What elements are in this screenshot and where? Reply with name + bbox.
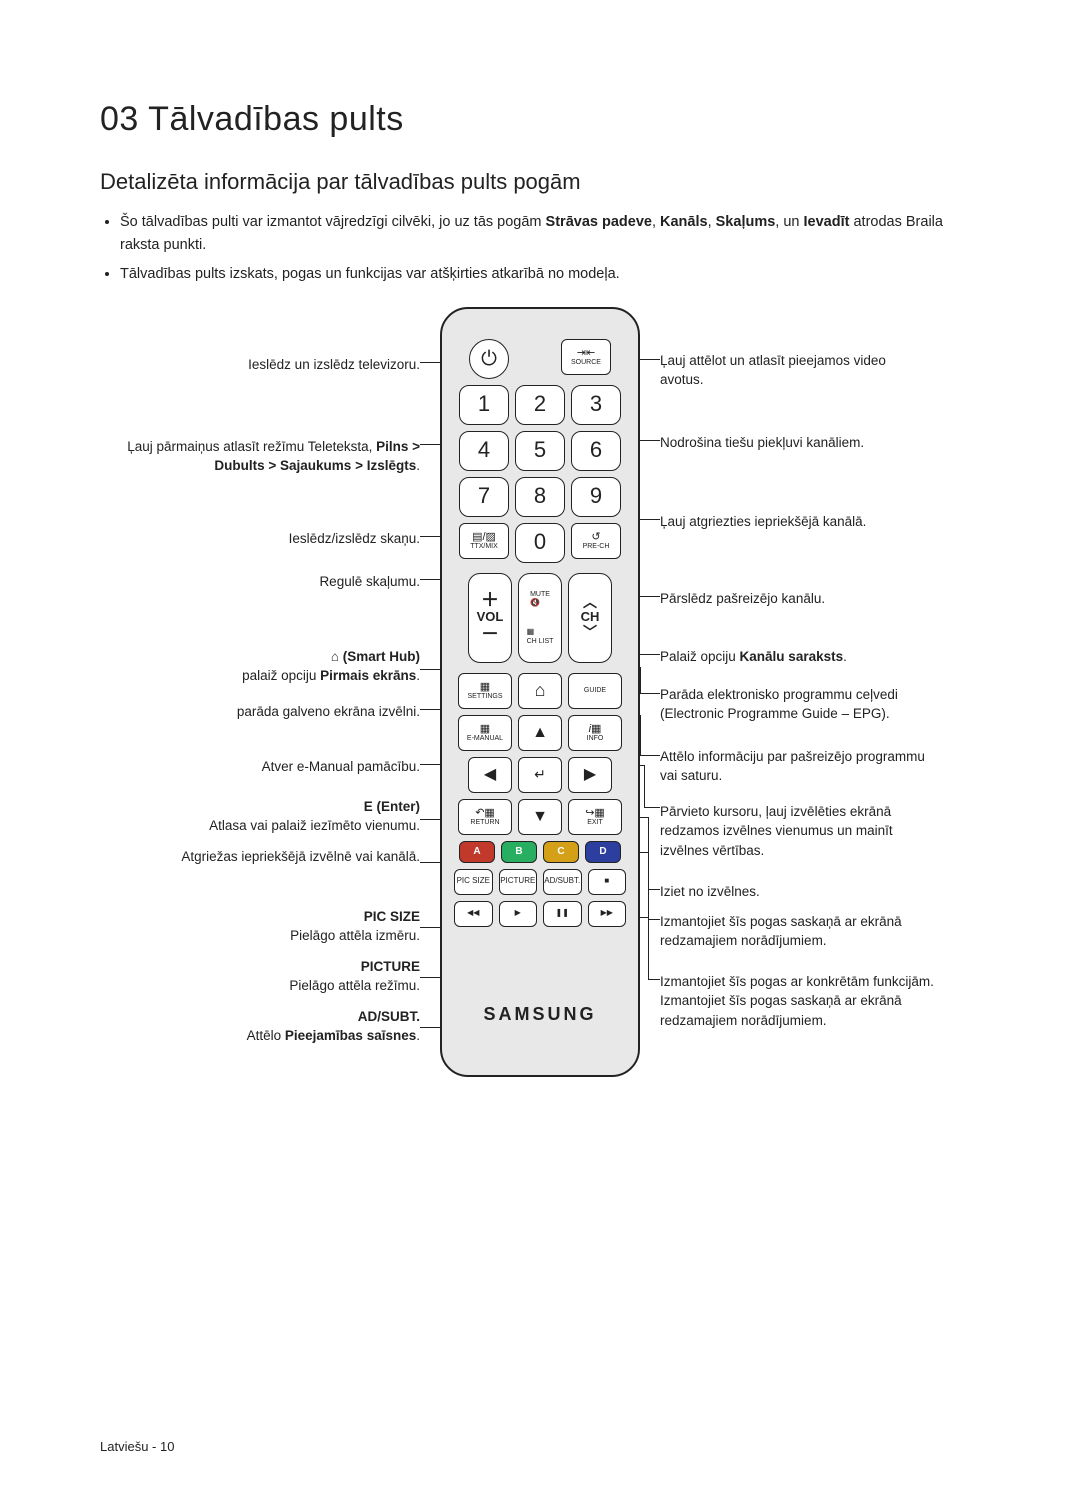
ch-rocker: ︿ CH ﹀: [568, 573, 612, 663]
settings-button: ▦SETTINGS: [458, 673, 512, 709]
home-button: ⌂: [518, 673, 562, 709]
stop-button: ■: [588, 869, 627, 895]
num-6: 6: [571, 431, 621, 471]
annot-emanual: Atver e-Manual pamācību.: [262, 757, 420, 777]
annot-picsize: PIC SIZEPielāgo attēla izmēru.: [290, 907, 420, 946]
arrow-right: ▶: [568, 757, 612, 793]
ttx-button: ▤/▨TTX/MIX: [459, 523, 509, 559]
picsize-button: PIC SIZE: [454, 869, 493, 895]
annot-ch: Pārslēdz pašreizējo kanālu.: [660, 589, 920, 609]
arrow-left: ◀: [468, 757, 512, 793]
num-3: 3: [571, 385, 621, 425]
intro-bullets: Šo tālvadības pulti var izmantot vājredz…: [120, 211, 980, 287]
prech-button: ↺PRE-CH: [571, 523, 621, 559]
mute-chlist: MUTE🔇 ▦CH LIST: [518, 573, 562, 663]
vol-rocker: ＋ VOL －: [468, 573, 512, 663]
annot-arrows: Pārvieto kursoru, ļauj izvēlēties ekrānā…: [660, 802, 940, 861]
chapter-title: 03 Tālvadības pults: [100, 100, 980, 139]
power-button: ⏻: [469, 339, 509, 379]
annot-color: Izmantojiet šīs pogas saskaņā ar ekrānā …: [660, 912, 940, 951]
annot-ttx: Ļauj pārmaiņus atlasīt režīmu Teleteksta…: [100, 437, 420, 476]
annot-smarthub: ⌂ (Smart Hub) palaiž opciju Pirmais ekrā…: [242, 647, 420, 686]
num-2: 2: [515, 385, 565, 425]
return-button: ↶▦RETURN: [458, 799, 512, 835]
remote-body: ⏻ ⇥⇤SOURCE 123 456 789 ▤/▨TTX/MIX 0 ↺PRE…: [440, 307, 640, 1077]
guide-button: GUIDE: [568, 673, 622, 709]
color-c: C: [543, 841, 579, 863]
arrow-up: ▲: [518, 715, 562, 751]
num-5: 5: [515, 431, 565, 471]
annot-prech: Ļauj atgriezties iepriekšējā kanālā.: [660, 512, 920, 532]
num-9: 9: [571, 477, 621, 517]
annot-return: Atgriežas iepriekšējā izvēlnē vai kanālā…: [181, 847, 420, 867]
section-title: Detalizēta informācija par tālvadības pu…: [100, 169, 980, 195]
num-7: 7: [459, 477, 509, 517]
annot-guide: Parāda elektronisko programmu ceļvedi (E…: [660, 685, 940, 724]
annot-exit: Iziet no izvēlnes.: [660, 882, 920, 902]
annot-chlist: Palaiž opciju Kanālu saraksts.: [660, 647, 920, 667]
rewind-button: ◀◀: [454, 901, 493, 927]
annot-info: Attēlo informāciju par pašreizējo progra…: [660, 747, 940, 786]
num-8: 8: [515, 477, 565, 517]
brand-logo: SAMSUNG: [442, 1004, 638, 1025]
play-button: ▶: [499, 901, 538, 927]
page-footer: Latviešu - 10: [100, 1439, 174, 1454]
emanual-button: ▦E-MANUAL: [458, 715, 512, 751]
info-button: i▦INFO: [568, 715, 622, 751]
annot-picture: PICTUREPielāgo attēla režīmu.: [289, 957, 420, 996]
ff-button: ▶▶: [588, 901, 627, 927]
annot-source: Ļauj attēlot un atlasīt pieejamos video …: [660, 351, 910, 390]
color-a: A: [459, 841, 495, 863]
annot-numbers: Nodrošina tiešu piekļuvi kanāliem.: [660, 433, 920, 453]
bullet-item: Šo tālvadības pulti var izmantot vājredz…: [120, 211, 980, 257]
enter-button: ↵: [518, 757, 562, 793]
num-1: 1: [459, 385, 509, 425]
annot-power: Ieslēdz un izslēdz televizoru.: [248, 355, 420, 375]
num-4: 4: [459, 431, 509, 471]
annot-playback: Izmantojiet šīs pogas ar konkrētām funkc…: [660, 972, 940, 1031]
bullet-item: Tālvadības pults izskats, pogas un funkc…: [120, 263, 980, 286]
annot-settings: parāda galveno ekrāna izvēlni.: [237, 702, 420, 722]
color-b: B: [501, 841, 537, 863]
annot-adsubt: AD/SUBT. Attēlo Pieejamības saīsnes.: [247, 1007, 420, 1046]
exit-button: ↪▦EXIT: [568, 799, 622, 835]
annot-mute: Ieslēdz/izslēdz skaņu.: [289, 529, 420, 549]
source-button: ⇥⇤SOURCE: [561, 339, 611, 375]
num-0: 0: [515, 523, 565, 563]
pause-button: ❚❚: [543, 901, 582, 927]
adsubt-button: AD/SUBT.: [543, 869, 582, 895]
annot-enter: E (Enter) Atlasa vai palaiž iezīmēto vie…: [209, 797, 420, 836]
annot-vol: Regulē skaļumu.: [319, 572, 420, 592]
arrow-down: ▼: [518, 799, 562, 835]
color-d: D: [585, 841, 621, 863]
picture-button: PICTURE: [499, 869, 538, 895]
